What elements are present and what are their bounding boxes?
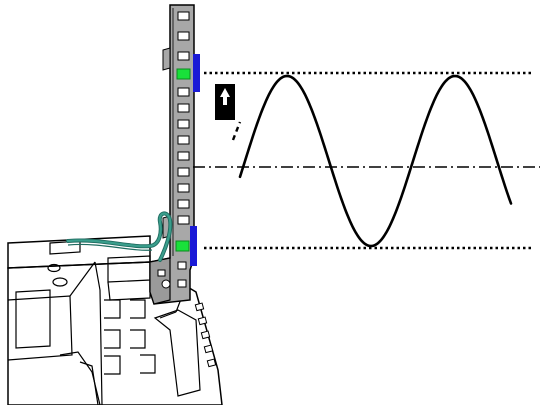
rail-slots [157, 11, 190, 289]
lower-limit-marker [190, 226, 197, 266]
wave-lead-in [231, 121, 242, 141]
oscillation-wave [238, 74, 513, 248]
upper-limit-marker [193, 54, 200, 92]
up-arrow-icon [220, 88, 230, 105]
lower-led-indicator-icon [175, 240, 190, 252]
upper-led-indicator-icon [176, 68, 191, 80]
cable [66, 211, 173, 262]
direction-tag [215, 84, 235, 120]
